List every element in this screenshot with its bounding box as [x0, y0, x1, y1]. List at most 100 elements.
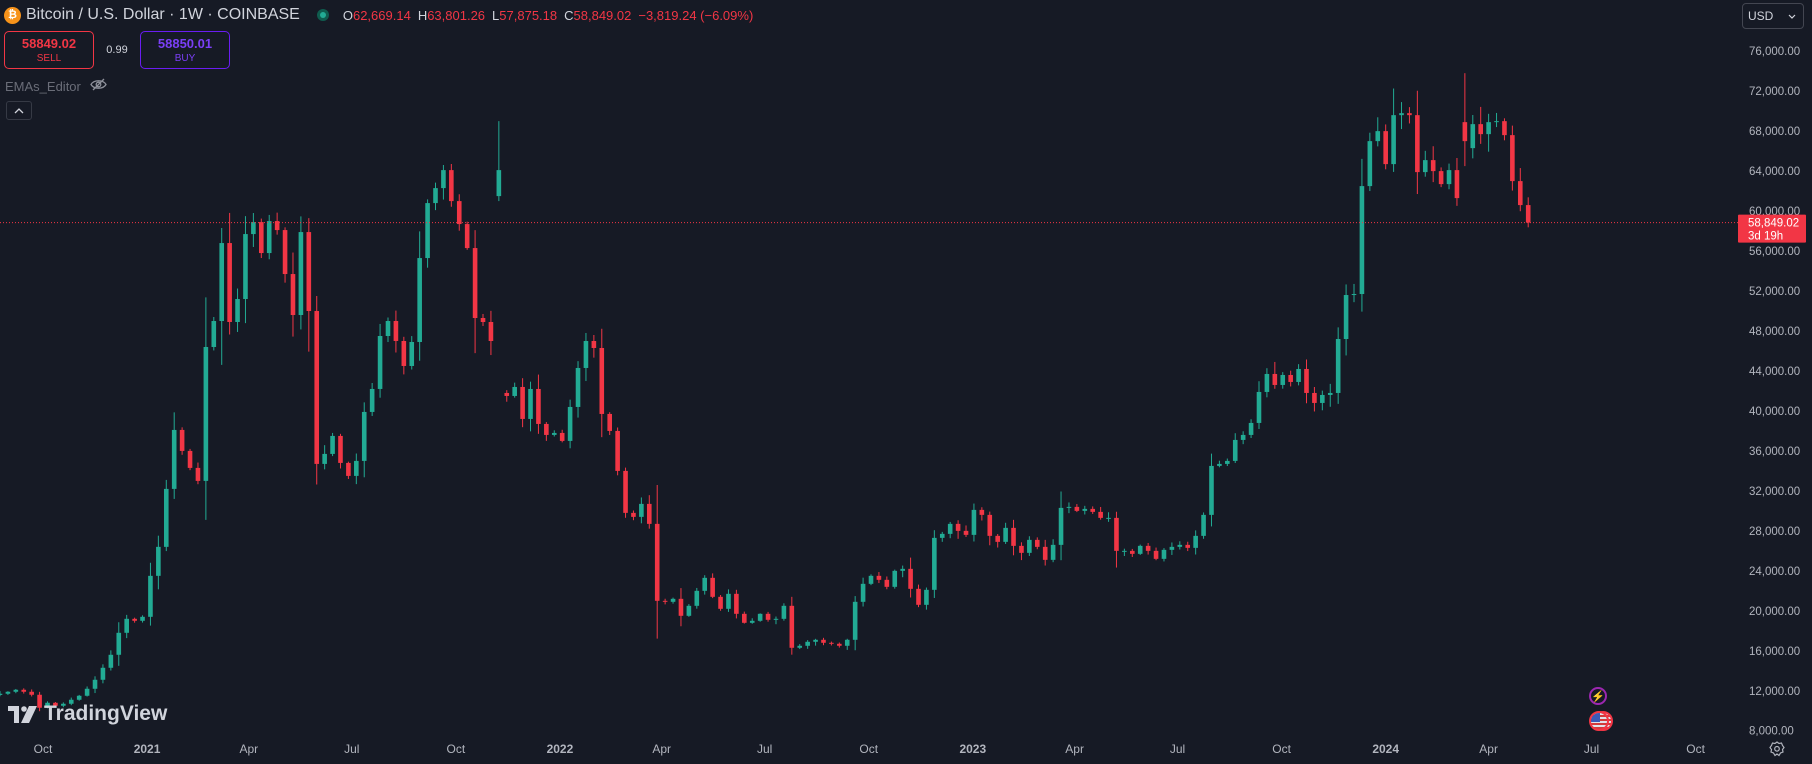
- us-flag-event-icon[interactable]: [1589, 711, 1609, 731]
- candle: [1502, 118, 1507, 141]
- candle-body: [1320, 394, 1325, 403]
- candle-body: [45, 702, 50, 708]
- candle: [5, 691, 11, 695]
- candle: [987, 511, 993, 546]
- candle: [1169, 542, 1175, 555]
- candle-body: [639, 503, 644, 517]
- bar-countdown: 3d 19h: [1748, 231, 1783, 243]
- candle: [1351, 283, 1357, 303]
- candle-body: [393, 321, 399, 341]
- candle: [0, 691, 3, 697]
- tradingview-logo[interactable]: TradingView: [8, 702, 167, 726]
- lightning-event-icon[interactable]: ⚡: [1589, 687, 1607, 705]
- candle: [1399, 102, 1404, 130]
- candle-body: [1153, 550, 1159, 559]
- candle: [1090, 506, 1096, 514]
- price-tick-label: 28,000.00: [1749, 526, 1800, 538]
- candle: [235, 288, 240, 332]
- candle: [955, 520, 961, 539]
- collapse-legend-button[interactable]: [6, 101, 32, 120]
- candle: [821, 637, 826, 646]
- candle: [1343, 284, 1349, 356]
- price-tick-label: 20,000.00: [1749, 606, 1800, 618]
- price-tick-label: 36,000.00: [1749, 446, 1800, 458]
- candle: [187, 448, 193, 471]
- candle-body: [924, 589, 929, 605]
- candle: [68, 697, 74, 706]
- candle: [1375, 117, 1381, 147]
- candle-body: [536, 388, 541, 424]
- candle: [1391, 88, 1396, 172]
- price-tick-label: 76,000.00: [1749, 46, 1800, 58]
- candle: [829, 641, 834, 646]
- candle-body: [1486, 122, 1491, 135]
- candle: [995, 534, 1000, 548]
- candle: [1042, 539, 1048, 566]
- candle: [1122, 548, 1127, 557]
- candle: [61, 702, 66, 708]
- candle: [1383, 124, 1388, 170]
- sell-button[interactable]: 58849.02 SELL: [4, 31, 94, 69]
- candle-body: [860, 583, 866, 602]
- candle-body: [939, 533, 945, 538]
- candle: [1312, 387, 1317, 412]
- market-status-icon[interactable]: [316, 9, 329, 21]
- candle-body: [1058, 507, 1064, 545]
- candle-body: [868, 575, 874, 584]
- candle-body: [29, 691, 34, 695]
- candle: [591, 334, 597, 358]
- candle: [29, 689, 34, 697]
- candle: [710, 573, 715, 599]
- candle-body: [1074, 506, 1080, 511]
- symbol-title[interactable]: Bitcoin / U.S. Dollar · 1W · COINBASE: [26, 6, 300, 23]
- candle-body: [987, 514, 993, 536]
- candle-body: [1415, 115, 1420, 173]
- candle-body: [251, 222, 256, 235]
- candle: [932, 530, 937, 598]
- price-tick-label: 16,000.00: [1749, 646, 1800, 658]
- candle-body: [1280, 374, 1286, 385]
- candle: [789, 596, 795, 655]
- eye-crossed-icon[interactable]: [90, 78, 107, 94]
- candle-body: [900, 568, 905, 571]
- candle-body: [726, 593, 731, 609]
- candle: [385, 317, 391, 343]
- price-axis[interactable]: 4,000.008,000.0012,000.0016,000.0020,000…: [1749, 46, 1800, 764]
- candle: [734, 589, 739, 619]
- candle: [726, 589, 731, 612]
- candle: [425, 199, 430, 268]
- candle: [876, 572, 882, 584]
- candle-body: [844, 639, 850, 646]
- candle-body: [61, 703, 66, 706]
- candle: [1327, 383, 1333, 407]
- candle: [1145, 542, 1151, 555]
- candle: [924, 587, 929, 610]
- high-value: 63,801.26: [427, 7, 486, 23]
- price-tick-label: 56,000.00: [1749, 246, 1800, 258]
- candle: [837, 642, 842, 648]
- time-tick-label: 2024: [1372, 742, 1399, 756]
- candle-body: [813, 639, 818, 642]
- settings-gear-icon[interactable]: [1768, 740, 1786, 758]
- time-tick-label: 2021: [134, 742, 161, 756]
- time-tick-label: Apr: [240, 742, 259, 756]
- candle-body: [1169, 546, 1175, 550]
- currency-select[interactable]: USD: [1742, 3, 1804, 29]
- buy-button[interactable]: 58850.01 BUY: [140, 31, 230, 69]
- candle-body: [932, 537, 937, 590]
- candle-body: [1248, 422, 1254, 435]
- close-key: C: [564, 7, 574, 23]
- candle-body: [1185, 544, 1191, 548]
- candle: [623, 467, 628, 518]
- candle-body: [361, 411, 367, 461]
- candle-body: [171, 429, 177, 489]
- candle-body: [68, 699, 74, 704]
- candle: [1525, 197, 1531, 228]
- time-axis[interactable]: Oct 2021 Apr Jul Oct 2022 Apr Jul Oct 2023 Apr Jul O…: [34, 742, 1706, 756]
- candle-body: [963, 530, 969, 535]
- candle: [480, 313, 486, 326]
- candle-body: [1359, 186, 1365, 295]
- indicator-name[interactable]: EMAs_Editor: [5, 78, 81, 94]
- buy-price: 58850.01: [157, 35, 213, 51]
